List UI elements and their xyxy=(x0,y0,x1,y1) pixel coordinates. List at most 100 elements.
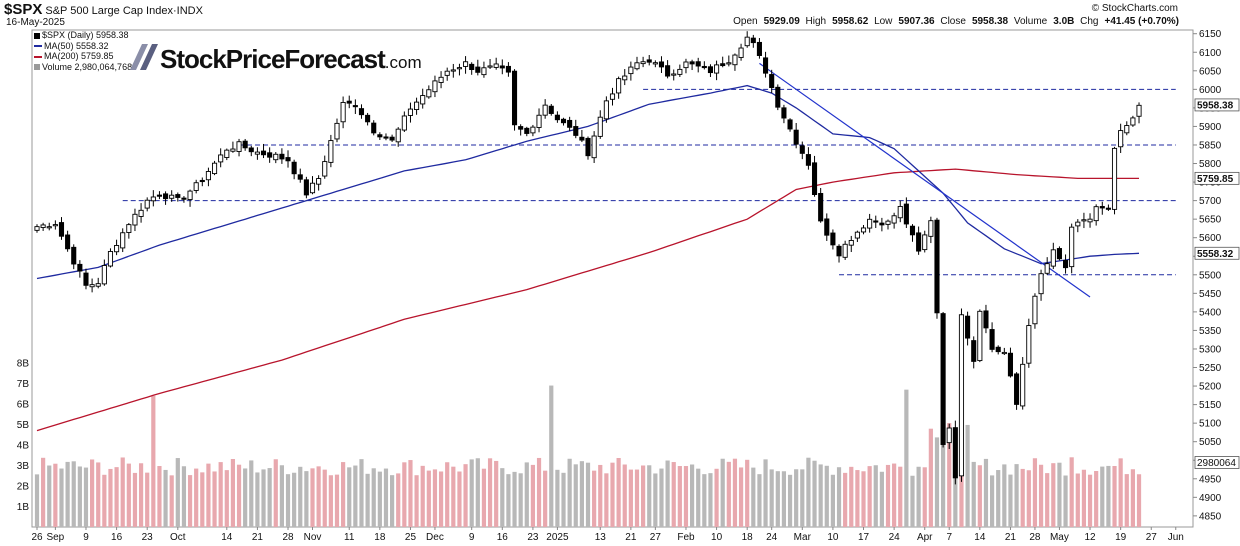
volume-bar xyxy=(334,474,340,527)
candle-body xyxy=(597,116,603,137)
volume-bar xyxy=(1032,458,1038,527)
candle-body xyxy=(811,162,818,196)
candle-body xyxy=(873,220,879,223)
candle-body xyxy=(1038,273,1044,295)
candle-body xyxy=(867,218,873,229)
volume-value-label: 2980064 xyxy=(1197,458,1236,469)
y-tick-label: 4900 xyxy=(1199,493,1222,504)
x-tick-label: May xyxy=(1050,532,1069,543)
volume-bar xyxy=(506,474,511,527)
candle-body xyxy=(1081,219,1087,222)
volume-bar xyxy=(947,423,952,527)
candle-body xyxy=(432,80,438,93)
candle-body xyxy=(499,65,505,69)
volume-bar xyxy=(892,463,897,527)
volume-bar xyxy=(359,459,364,527)
volume-bar xyxy=(102,474,107,527)
candle-body xyxy=(689,61,695,65)
volume-bar xyxy=(1002,464,1007,527)
volume-bar xyxy=(726,461,731,527)
candle-body xyxy=(309,182,316,194)
candle-body xyxy=(218,154,224,163)
candle-body xyxy=(377,134,383,138)
close-label: Close xyxy=(940,16,966,27)
candle-body xyxy=(46,226,52,229)
candle-body xyxy=(640,61,646,65)
candle-body xyxy=(695,61,701,67)
volume-bar xyxy=(494,460,499,527)
volume-bar xyxy=(641,465,646,527)
y-tick-label: 5300 xyxy=(1199,344,1222,355)
candle-body xyxy=(658,61,665,68)
volume-bar xyxy=(383,468,389,527)
volume-bar xyxy=(561,472,566,527)
candle-body xyxy=(989,329,995,350)
candle-body xyxy=(156,194,162,197)
volume-bar xyxy=(463,464,468,527)
candle-body xyxy=(1087,218,1093,223)
volume-bar xyxy=(1112,466,1117,527)
volume-bar xyxy=(261,469,266,527)
y-tick-label: 5050 xyxy=(1199,437,1222,448)
y-tick-label: 5500 xyxy=(1199,270,1222,281)
candle-body xyxy=(365,114,371,123)
candle-body xyxy=(591,135,597,159)
candle-body xyxy=(52,224,58,227)
candle-body xyxy=(1111,147,1118,210)
volume-bar xyxy=(169,475,174,527)
volume-bar xyxy=(971,461,976,527)
volume-bar xyxy=(683,466,689,527)
volume-bar xyxy=(414,475,419,527)
volume-bar xyxy=(928,428,933,527)
close-value: 5958.38 xyxy=(971,16,1009,27)
candle-body xyxy=(1069,226,1075,268)
volume-bar xyxy=(457,471,462,527)
candle-body xyxy=(579,136,585,141)
candle-body xyxy=(554,114,560,121)
volume-bar xyxy=(873,465,878,527)
volume-bar xyxy=(377,471,382,527)
x-tick-label: 19 xyxy=(1115,532,1127,543)
volume-bar xyxy=(230,459,236,527)
candle-body xyxy=(769,74,775,88)
volume-bar xyxy=(475,458,480,527)
candle-body xyxy=(175,194,181,198)
candle-body xyxy=(1093,206,1099,222)
x-tick-label: 26 xyxy=(31,532,43,543)
volume-bar xyxy=(1014,464,1019,527)
volume-bar xyxy=(200,472,205,527)
volume-tick-label: 7B xyxy=(17,379,30,390)
candle-body xyxy=(487,65,493,68)
candle-body xyxy=(756,41,762,56)
volume-bar xyxy=(469,459,474,527)
volume-bar xyxy=(665,460,670,527)
volume-bar xyxy=(512,471,517,527)
legend-volume: Volume 2,980,064,768 xyxy=(34,62,132,73)
x-tick-label: 28 xyxy=(1029,532,1041,543)
candle-body xyxy=(1044,263,1050,274)
volume-bar xyxy=(983,458,989,527)
low-label: Low xyxy=(874,16,893,27)
candle-body xyxy=(77,263,83,272)
volume-value: 3.0B xyxy=(1053,16,1075,27)
candle-body xyxy=(720,63,726,67)
volume-bar xyxy=(249,460,254,527)
candle-body xyxy=(150,196,156,202)
volume-bar xyxy=(194,468,199,527)
candle-body xyxy=(885,220,891,225)
volume-bar xyxy=(867,466,872,527)
volume-bar xyxy=(573,464,578,527)
volume-bar xyxy=(206,463,211,527)
candle-body xyxy=(475,66,481,73)
volume-bar xyxy=(543,470,548,527)
volume-bar xyxy=(1136,474,1142,527)
x-tick-label: 13 xyxy=(595,532,607,543)
volume-bar xyxy=(696,468,701,527)
candle-body xyxy=(89,284,95,288)
candle-body xyxy=(916,232,922,252)
candle-body xyxy=(291,161,297,175)
volume-bar xyxy=(567,458,572,527)
volume-bar xyxy=(1057,462,1062,527)
x-tick-label: 11 xyxy=(344,532,355,543)
volume-bar xyxy=(1075,473,1080,527)
